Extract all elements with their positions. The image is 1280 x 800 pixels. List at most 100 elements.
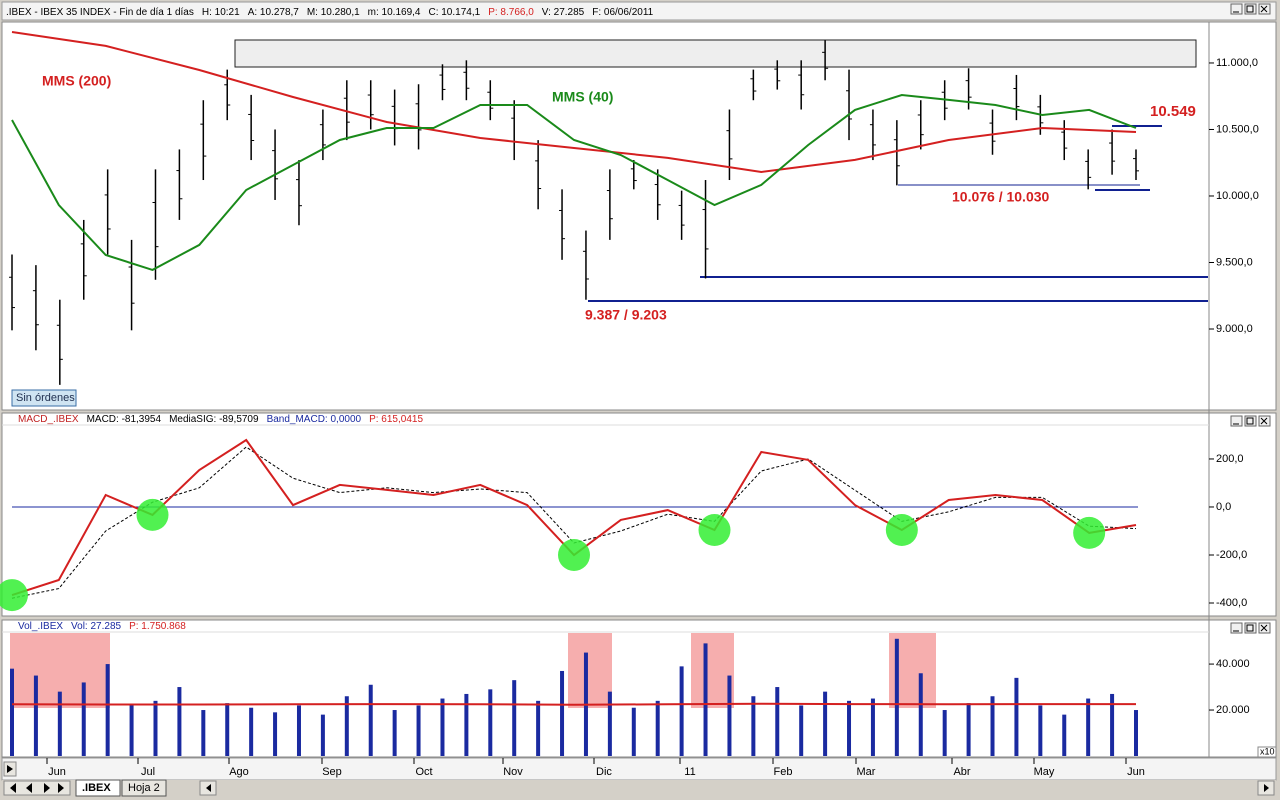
tab[interactable] [121, 779, 167, 797]
volume-bar [105, 664, 110, 756]
y-tick-label: 11.000,0 [1216, 57, 1258, 69]
volume-bar [33, 675, 38, 756]
volume-bar [823, 691, 828, 756]
button-glyph [1260, 624, 1268, 632]
button-glyph [1246, 5, 1254, 13]
header-part: m: 10.169,4 [368, 7, 421, 18]
y-tick-label: 200,0 [1216, 453, 1244, 465]
volume-bar [847, 700, 852, 756]
scale-label: x10 [1260, 746, 1275, 756]
volume-bar [775, 687, 780, 756]
highlight [568, 633, 612, 708]
title-bar [1, 1, 1277, 21]
x-axis-strip [1, 757, 1277, 781]
header-part: Vol_.IBEX [18, 621, 63, 632]
volume-bar [1110, 693, 1115, 756]
volume-bar [942, 710, 947, 756]
header-part: .IBEX - IBEX 35 INDEX - Fin de día 1 día… [6, 7, 194, 18]
volume-panel [1, 619, 1277, 758]
header-part: M: 10.280,1 [307, 7, 360, 18]
window-buttons [1230, 3, 1271, 634]
button-glyph [1246, 417, 1254, 425]
mms200-label: MMS (200) [42, 73, 111, 89]
orders-label: Sin órdenes [16, 392, 75, 404]
x-tick-label: Dic [596, 766, 612, 778]
volume-bar [560, 670, 565, 756]
header-part: Vol: 27.285 [71, 621, 121, 632]
y-tick-label: 40.000 [1216, 658, 1250, 670]
volume-bar [799, 705, 804, 756]
volume-bar [918, 673, 923, 756]
signal-circle [136, 498, 169, 531]
window-button[interactable] [1230, 3, 1243, 15]
volume-bar [153, 700, 158, 756]
volume-bar [129, 705, 134, 756]
header-part: P: 8.766,0 [488, 7, 534, 18]
nav-arrows [10, 783, 64, 793]
volume-bar [201, 710, 206, 756]
volume-bar [10, 668, 14, 756]
tab-label[interactable]: .IBEX [82, 782, 111, 794]
signal-circle [0, 579, 28, 612]
header-part: C: 10.174,1 [428, 7, 480, 18]
resistance-label: 10.549 [1150, 103, 1196, 120]
window-button[interactable] [1244, 622, 1257, 634]
header-part: MACD_.IBEX [18, 414, 79, 425]
volume-bar [870, 698, 875, 756]
volume-bar [81, 682, 86, 756]
window-button[interactable] [1244, 3, 1257, 15]
window-button[interactable] [1244, 415, 1257, 427]
nav-button[interactable] [3, 780, 71, 796]
volume-bar [57, 691, 62, 756]
volume-bar [1134, 710, 1138, 756]
x-tick-label: May [1034, 766, 1055, 778]
tab[interactable] [75, 779, 121, 797]
y-tick-label: -200,0 [1216, 549, 1247, 561]
volume-bar [464, 693, 469, 756]
support-lines [588, 125, 1208, 302]
volume-average [11, 702, 1136, 706]
volume-bar [177, 687, 182, 756]
y-tick-label: 9.000,0 [1216, 323, 1253, 335]
volume-bar [368, 684, 373, 756]
resistance-zone [234, 39, 1197, 68]
y-tick-label: 10.000,0 [1216, 190, 1259, 202]
highlight [691, 633, 734, 708]
title-text: .IBEX - IBEX 35 INDEX - Fin de día 1 día… [6, 7, 654, 18]
y-tick-label: 0,0 [1216, 501, 1231, 513]
y-tick-label: 10.500,0 [1216, 123, 1259, 135]
mms40-label: MMS (40) [552, 89, 613, 105]
volume-bar [512, 680, 517, 756]
macd-panel [1, 412, 1277, 617]
x-tick-label: Feb [774, 766, 793, 778]
volume-bar [1086, 698, 1091, 756]
signal-circle [885, 514, 918, 547]
button-glyph [1246, 624, 1254, 632]
x-tick-label: Mar [857, 766, 876, 778]
header-part: MACD: -81,3954 [87, 414, 162, 425]
tab-bar [2, 780, 1276, 798]
price-panel [1, 21, 1277, 411]
header-part: V: 27.285 [542, 7, 585, 18]
window-button[interactable] [1230, 622, 1243, 634]
button-glyph [1260, 417, 1268, 425]
volume-bar [488, 689, 493, 756]
volume-bar [1014, 677, 1019, 756]
header-part: P: 1.750.868 [129, 621, 186, 632]
volume-bar [966, 703, 971, 756]
y-tick-label: 9.500,0 [1216, 256, 1253, 268]
nav-buttons[interactable] [3, 780, 1275, 796]
volume-bar [607, 691, 612, 756]
x-tick-label: Oct [415, 766, 432, 778]
x-tick-label: Nov [503, 766, 523, 778]
scroll-arrow [206, 784, 211, 792]
window-button[interactable] [1230, 415, 1243, 427]
tab-label[interactable]: Hoja 2 [128, 782, 160, 794]
y-tick-label: 20.000 [1216, 704, 1250, 716]
volume-bar [990, 696, 995, 756]
macd-header: MACD_.IBEX MACD: -81,3954 MediaSIG: -89,57… [18, 414, 423, 425]
volume-bar [727, 675, 732, 756]
signal-circle [698, 514, 731, 547]
